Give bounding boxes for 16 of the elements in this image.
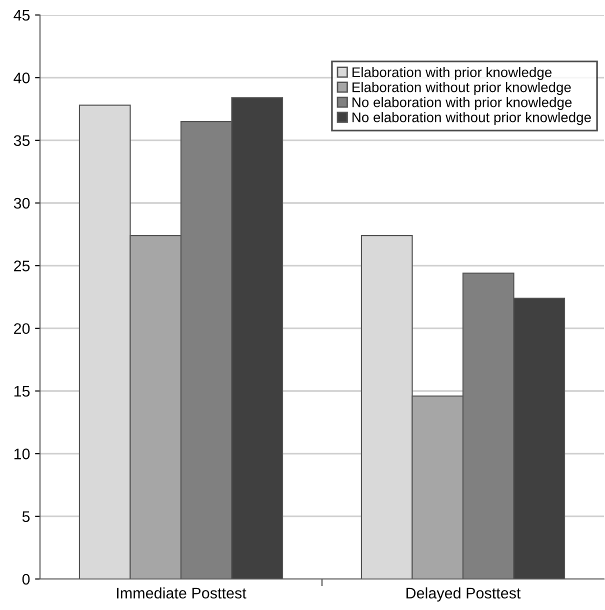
x-tick-label: Delayed Posttest [406, 587, 521, 602]
legend-label: No elaboration without prior knowledge [352, 112, 591, 126]
y-tick-label: 0 [22, 574, 30, 585]
legend-label: No elaboration with prior knowledge [352, 97, 572, 110]
y-tick-label: 15 [14, 386, 30, 397]
legend-label: Elaboration without prior knowledge [352, 82, 571, 95]
legend-label: Elaboration with prior knowledge [352, 66, 552, 80]
y-tick-label: 45 [14, 10, 30, 21]
y-tick-label: 25 [14, 260, 30, 272]
y-tick-label: 10 [14, 448, 30, 460]
y-tick-label: 30 [14, 198, 30, 209]
y-tick-label: 5 [22, 511, 30, 522]
y-tick-label: 40 [14, 72, 30, 84]
x-tick-label: Immediate Posttest [117, 587, 246, 599]
y-tick-label: 35 [14, 135, 30, 146]
y-tick-label: 20 [14, 323, 30, 334]
